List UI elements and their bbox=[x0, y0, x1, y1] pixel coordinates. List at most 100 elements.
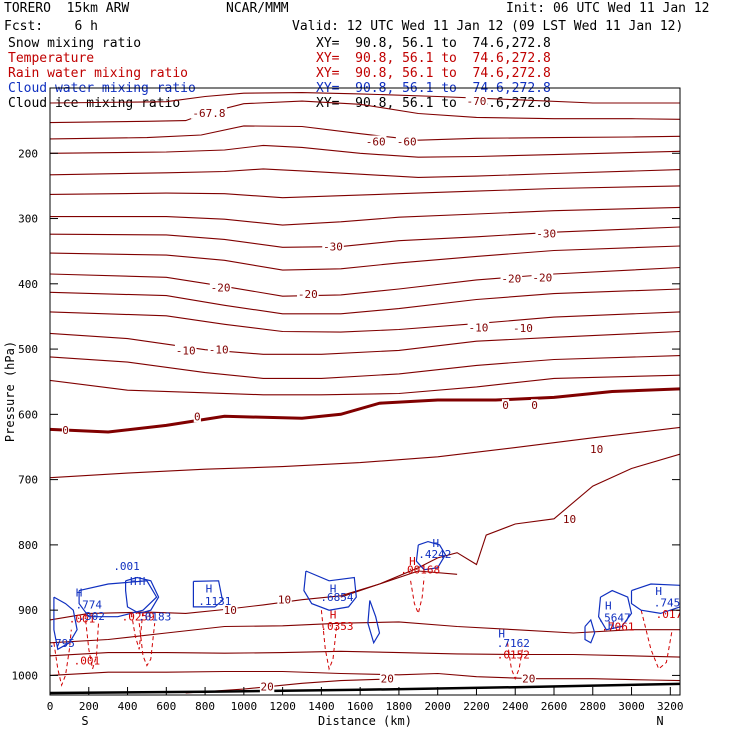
isotherm-label-bg bbox=[61, 424, 70, 437]
cloud-water-contour bbox=[303, 570, 357, 611]
isotherm-label-bg bbox=[364, 135, 387, 148]
model-title: TORERO 15km ARW bbox=[4, 1, 130, 16]
isotherm-label: -30 bbox=[323, 241, 343, 254]
isotherm-label-bg bbox=[190, 106, 227, 119]
isotherm-line bbox=[50, 125, 680, 141]
y-tick-label: 500 bbox=[18, 343, 38, 356]
field-coords-snow: XY= 90.8, 56.1 to 74.6,272.8 bbox=[316, 36, 551, 51]
cloud-max-label: .4242 bbox=[418, 548, 451, 561]
cloud-max-label: .0183 bbox=[138, 611, 171, 624]
cloud-max-label: H bbox=[605, 600, 612, 613]
isotherm-label: -60 bbox=[397, 136, 417, 149]
x-end-label: N bbox=[656, 714, 663, 728]
field-coords-rain: XY= 90.8, 56.1 to 74.6,272.8 bbox=[316, 66, 551, 81]
cloud-max-label: .302 bbox=[78, 610, 105, 623]
isotherm-label: -20 bbox=[298, 288, 318, 301]
isotherm-label-bg bbox=[589, 442, 604, 455]
isotherm-label: -70 bbox=[467, 95, 487, 108]
rain-contour bbox=[138, 623, 156, 667]
field-name-temperature: Temperature bbox=[8, 51, 95, 66]
isotherm-label: 10 bbox=[224, 604, 237, 617]
isotherm-line bbox=[50, 226, 680, 248]
isotherm-label: -30 bbox=[536, 228, 556, 241]
isotherm-label-bg bbox=[223, 604, 238, 617]
rain-max-label: H bbox=[330, 609, 337, 622]
plot-area: -67.8 -60 -60 -70 -30 -30 -20 -20 -20 -20 -10 -10 -1… bbox=[50, 92, 680, 695]
cloud-max-label: H bbox=[139, 575, 146, 588]
rain-max-label: .001 bbox=[69, 613, 96, 626]
x-tick-label: 1600 bbox=[347, 700, 374, 713]
cloud-water-contour bbox=[584, 618, 596, 644]
cloud-max-label: H bbox=[655, 585, 662, 598]
isotherm-label: -10 bbox=[209, 344, 229, 357]
isotherm-line bbox=[50, 570, 458, 621]
isotherm-label: 20 bbox=[522, 673, 535, 686]
y-tick-label: 400 bbox=[18, 278, 38, 291]
rain-max-label: .7061 bbox=[601, 620, 634, 633]
terrain-line bbox=[50, 682, 680, 695]
isotherm-line bbox=[50, 185, 680, 199]
isotherm-label: -67.8 bbox=[192, 107, 225, 120]
isotherm-label-bg bbox=[207, 343, 230, 356]
x-tick-label: 3200 bbox=[657, 700, 684, 713]
org-label: NCAR/MMM bbox=[226, 1, 289, 16]
isotherm-label: 10 bbox=[590, 443, 603, 456]
cloud-water-contour bbox=[125, 576, 160, 615]
field-name-snow: Snow mixing ratio bbox=[8, 36, 142, 51]
cloud-max-label: .001 bbox=[113, 560, 140, 573]
cloud-max-label: H bbox=[432, 537, 439, 550]
isotherm-label-bg bbox=[193, 410, 201, 423]
rain-contour bbox=[84, 613, 99, 670]
x-tick-label: 2000 bbox=[424, 700, 451, 713]
rain-contour bbox=[53, 629, 72, 687]
isotherm-label-bg bbox=[322, 240, 344, 253]
x-tick-label: 600 bbox=[156, 700, 176, 713]
rain-max-label: .0152 bbox=[497, 649, 530, 662]
isotherm-label-bg bbox=[380, 672, 395, 685]
cloud-max-label: .774 bbox=[76, 598, 103, 611]
isotherm-label-bg bbox=[209, 281, 232, 294]
isotherm-label-bg bbox=[500, 272, 523, 285]
cloud-water-contour bbox=[192, 580, 224, 608]
isotherm-label-bg bbox=[562, 512, 577, 525]
isotherm-label-bg bbox=[297, 288, 319, 301]
x-tick-label: 1800 bbox=[386, 700, 413, 713]
y-tick-label: 300 bbox=[18, 213, 38, 226]
x-tick-label: 0 bbox=[47, 700, 54, 713]
isotherm-label: -10 bbox=[176, 344, 196, 357]
isotherm-line bbox=[50, 426, 680, 479]
isotherm-label: 10 bbox=[278, 594, 291, 607]
valid-time: Valid: 12 UTC Wed 11 Jan 12 (09 LST Wed … bbox=[292, 19, 684, 34]
cloud-max-label: .6854 bbox=[320, 591, 353, 604]
x-tick-label: 1400 bbox=[308, 700, 335, 713]
isotherm-label: 20 bbox=[381, 673, 394, 686]
isotherm-line bbox=[50, 374, 680, 396]
rain-max-label: .0353 bbox=[320, 620, 353, 633]
init-time: Init: 06 UTC Wed 11 Jan 12 bbox=[506, 1, 710, 16]
x-tick-label: 2600 bbox=[541, 700, 568, 713]
isotherm-label-bg bbox=[501, 399, 510, 412]
x-tick-label: 3000 bbox=[618, 700, 645, 713]
isotherm-label: 0 bbox=[194, 410, 201, 423]
cloud-water-contour bbox=[78, 580, 158, 618]
isotherm-label-bg bbox=[531, 399, 539, 412]
x-tick-label: 800 bbox=[195, 700, 215, 713]
y-tick-label: 600 bbox=[18, 408, 38, 421]
isotherm-line bbox=[50, 288, 680, 315]
rain-contour bbox=[130, 610, 144, 650]
isotherm-line bbox=[50, 650, 680, 658]
isotherm-label: 10 bbox=[563, 513, 576, 526]
cloud-max-label: H bbox=[498, 628, 505, 641]
isotherm-label-bg bbox=[277, 593, 292, 606]
isotherm-label: -20 bbox=[211, 282, 231, 295]
field-coords-temperature: XY= 90.8, 56.1 to 74.6,272.8 bbox=[316, 51, 551, 66]
isotherm-label-bg bbox=[531, 271, 554, 284]
isotherm-line bbox=[50, 168, 680, 178]
isotherm-line bbox=[50, 144, 680, 158]
isotherm-label-bg bbox=[467, 321, 490, 334]
cloud-max-label: H bbox=[76, 587, 83, 600]
cloud-max-label: .1131 bbox=[198, 595, 231, 608]
isotherm-line bbox=[50, 92, 680, 104]
cloud-max-label: H bbox=[330, 583, 337, 596]
y-tick-label: 800 bbox=[18, 539, 38, 552]
